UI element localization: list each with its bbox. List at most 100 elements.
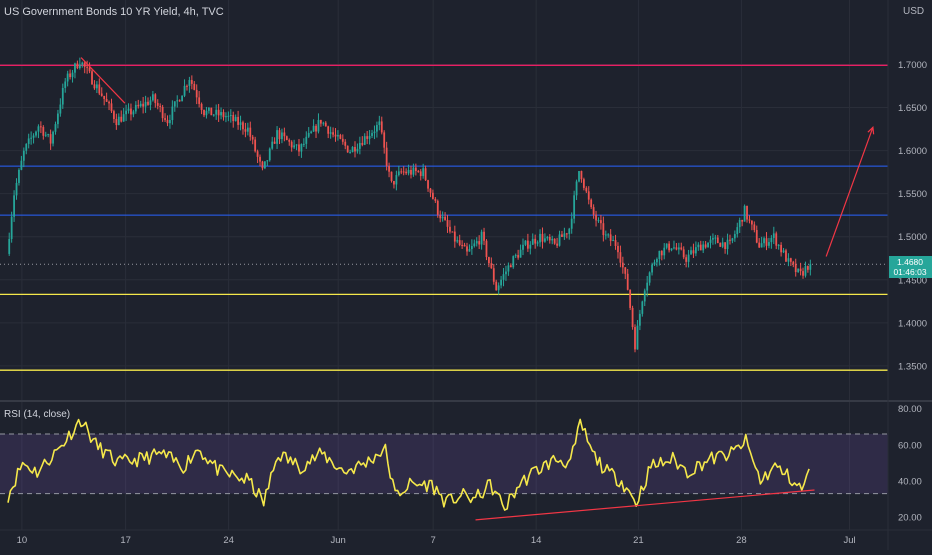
candle-body: [263, 161, 266, 169]
time-axis[interactable]: 10 17 24 Jun 7 14 21 28 Jul: [17, 535, 856, 546]
candle-body: [548, 236, 551, 241]
candle-body: [178, 100, 181, 102]
candle-body: [393, 181, 395, 185]
candle-body: [212, 114, 215, 116]
candle-body: [721, 242, 724, 247]
candle-body: [44, 134, 47, 136]
time-tick-label: 7: [431, 535, 436, 546]
candle-body: [687, 254, 690, 262]
candle-body: [763, 238, 765, 244]
candle-body: [86, 66, 89, 68]
candle-body: [66, 73, 69, 82]
candle-body: [315, 125, 317, 132]
candle-body: [244, 129, 247, 132]
candle-body: [412, 167, 415, 175]
candle-body: [210, 107, 213, 116]
candle-body: [332, 132, 334, 135]
candle-body: [327, 126, 330, 134]
candle-body: [295, 144, 298, 146]
candle-body: [604, 234, 607, 236]
candle-body: [251, 136, 254, 140]
candle-body: [74, 63, 76, 73]
candle-body: [490, 263, 493, 269]
candle-body: [410, 170, 412, 175]
candle-body: [600, 220, 602, 224]
candle-body: [198, 97, 201, 104]
candle-body: [500, 279, 502, 286]
candle-body: [694, 247, 697, 254]
candle-body: [741, 220, 744, 222]
price-tick-label: 1.4500: [898, 275, 927, 286]
candle-body: [113, 111, 115, 119]
candle-body: [190, 80, 193, 84]
candle-body: [478, 241, 481, 245]
projection-arrowhead: [867, 126, 875, 135]
candle-body: [495, 281, 498, 291]
candle-body: [670, 248, 673, 251]
candle-body: [733, 234, 736, 239]
candle-body: [531, 238, 534, 245]
candle-body: [368, 135, 371, 139]
rsi-axis[interactable]: 80.00 60.00 40.00 20.00: [898, 404, 922, 524]
candle-body: [758, 242, 761, 248]
candle-body: [32, 135, 35, 138]
candle-body: [536, 242, 539, 244]
candle-body: [663, 247, 666, 256]
candle-body: [468, 249, 471, 252]
candle-body: [750, 220, 753, 225]
candle-body: [680, 247, 683, 250]
candle-body: [356, 148, 359, 152]
candle-body: [110, 103, 113, 112]
price-axis[interactable]: 1.7000 1.6500 1.6000 1.5500 1.5000 1.4500 1.40…: [898, 60, 927, 372]
candle-body: [268, 148, 271, 161]
candle-body: [220, 112, 222, 116]
candle-body: [802, 271, 804, 276]
candle-body: [470, 246, 473, 250]
candle-body: [256, 151, 259, 157]
candle-body: [673, 247, 675, 249]
candle-body: [20, 160, 23, 170]
candle-body: [439, 214, 442, 219]
candle-body: [772, 233, 775, 238]
candle-body: [298, 144, 300, 152]
candle-body: [434, 198, 437, 201]
candle-body: [534, 238, 537, 244]
candle-body: [789, 258, 792, 262]
candle-body: [283, 132, 286, 137]
candle-body: [765, 238, 768, 246]
candle-body: [200, 103, 203, 110]
candle-body: [690, 250, 692, 255]
candle-body: [361, 142, 364, 145]
candle-body: [142, 103, 145, 107]
candle-body: [753, 224, 756, 230]
candle-body: [147, 101, 149, 105]
candle-body: [25, 143, 28, 151]
candle-body: [624, 267, 627, 274]
time-tick-label: 24: [223, 535, 234, 546]
candle-body: [755, 229, 758, 243]
candle-body: [217, 109, 220, 116]
candle-body: [736, 227, 739, 235]
candle-body: [47, 134, 50, 136]
price-tick-label: 1.5000: [898, 232, 927, 243]
candle-body: [526, 240, 529, 249]
candle-body: [27, 138, 30, 144]
candle-body: [707, 242, 709, 248]
candle-body: [782, 250, 785, 253]
candle-body: [95, 84, 98, 89]
candle-body: [612, 240, 614, 242]
candle-body: [417, 171, 420, 173]
candle-body: [42, 127, 45, 136]
rsi-trend-line: [475, 489, 815, 521]
candle-body: [556, 243, 558, 246]
candle-body: [22, 150, 25, 161]
candle-body: [563, 233, 566, 237]
candle-body: [634, 327, 636, 350]
candle-body: [88, 67, 91, 72]
candle-body: [638, 313, 641, 326]
candle-body: [115, 118, 118, 126]
candle-body: [712, 238, 714, 240]
